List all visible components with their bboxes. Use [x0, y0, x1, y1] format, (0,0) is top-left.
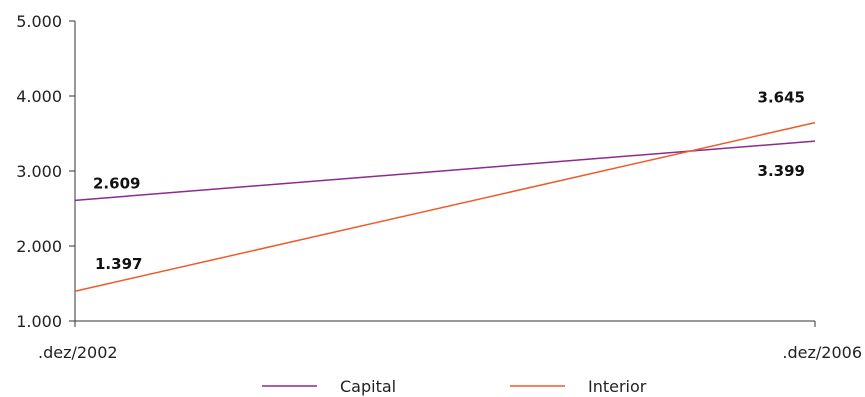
series-group	[74, 121, 816, 292]
y-tick-label: 4.000	[16, 87, 62, 106]
x-tick-label: .dez/2006	[782, 343, 862, 362]
data-label-capital: 2.609	[93, 174, 140, 192]
data-label-capital: 3.399	[758, 162, 805, 180]
x-tick-label: .dez/2002	[38, 343, 118, 362]
legend: Capital Interior	[262, 377, 647, 396]
series-line-capital	[74, 140, 816, 202]
y-tick-label: 5.000	[16, 12, 62, 31]
data-labels: 2.609 3.399 1.397 3.645	[93, 89, 805, 274]
data-label-interior: 1.397	[95, 255, 142, 273]
y-tick-label: 2.000	[16, 237, 62, 256]
y-tick-label: 1.000	[16, 312, 62, 331]
legend-label-interior: Interior	[588, 377, 647, 396]
data-label-interior: 3.645	[758, 89, 805, 107]
series-line-interior	[74, 121, 816, 292]
x-axis-ticks: .dez/2002 .dez/2006	[38, 321, 862, 362]
y-axis-ticks: 1.000 2.000 3.000 4.000 5.000	[16, 12, 75, 331]
y-tick-label: 3.000	[16, 162, 62, 181]
legend-label-capital: Capital	[340, 377, 396, 396]
